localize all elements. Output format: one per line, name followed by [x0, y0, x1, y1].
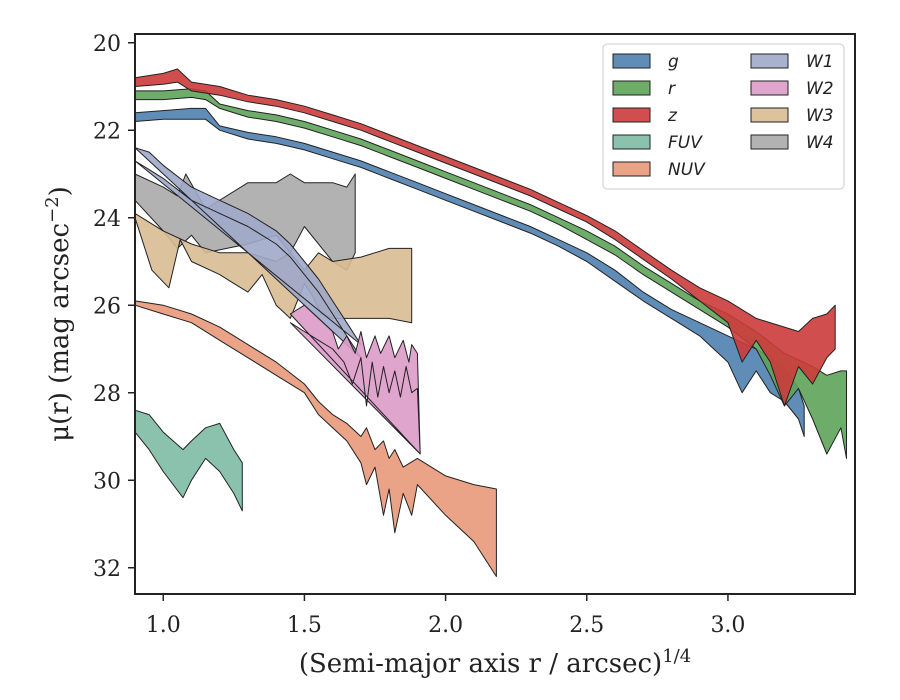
- x-tick-label: 2.5: [569, 613, 604, 638]
- band-nuv: [134, 300, 497, 577]
- legend-swatch-g: [612, 53, 651, 69]
- x-tick-label: 3.0: [710, 613, 745, 638]
- x-axis-label: (Semi-major axis r / arcsec)1/4: [299, 646, 691, 679]
- y-tick-label: 30: [93, 469, 121, 494]
- y-tick-label: 22: [93, 119, 121, 144]
- y-axis-label: μ(r) (mag arcsec−2): [42, 186, 75, 442]
- legend-swatch-z: [612, 107, 651, 123]
- legend-swatch-w1: [750, 53, 789, 69]
- y-tick-label: 28: [93, 382, 121, 407]
- x-tick-label: 1.0: [146, 613, 181, 638]
- legend-swatch-w3: [750, 107, 789, 123]
- y-tick-label: 20: [93, 32, 121, 57]
- y-tick-label: 26: [93, 294, 121, 319]
- legend-label-w4: W4: [806, 133, 834, 153]
- legend-label-w3: W3: [806, 106, 834, 126]
- y-tick-label: 32: [93, 557, 121, 582]
- legend-swatch-nuv: [612, 161, 651, 177]
- legend-box: [602, 43, 845, 190]
- legend-label-w2: W2: [806, 79, 834, 99]
- band-r: [134, 88, 847, 459]
- legend: grz FUV NUV W1 W2 W3 W4: [602, 43, 845, 190]
- legend-swatch-w2: [750, 80, 789, 96]
- legend-label-g: g: [668, 52, 679, 72]
- band-w2: [289, 304, 421, 455]
- legend-label-fuv: FUV: [668, 133, 703, 153]
- band-z: [134, 68, 836, 407]
- legend-label-z: z: [667, 106, 678, 126]
- band-g: [134, 107, 805, 437]
- plot-frame: [134, 33, 856, 595]
- y-tick-label: 24: [93, 207, 121, 232]
- y-axis: 20 22 24 26 28 30 32: [93, 32, 135, 582]
- x-tick-label: 2.0: [428, 613, 463, 638]
- profile-bands: [134, 68, 847, 577]
- legend-label-r: r: [668, 79, 676, 99]
- legend-swatch-fuv: [612, 134, 651, 150]
- x-axis: 1.0 1.5 2.0 2.5 3.0: [146, 594, 745, 638]
- legend-swatch-w4: [750, 134, 789, 150]
- band-fuv: [134, 409, 243, 512]
- legend-label-w1: W1: [806, 52, 834, 72]
- x-tick-label: 1.5: [287, 613, 322, 638]
- legend-swatch-r: [612, 80, 651, 96]
- legend-label-nuv: NUV: [668, 160, 706, 180]
